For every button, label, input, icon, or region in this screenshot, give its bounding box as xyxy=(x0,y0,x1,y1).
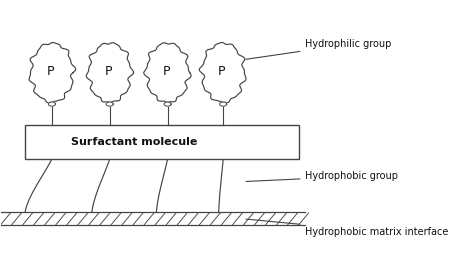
Polygon shape xyxy=(106,102,113,106)
Polygon shape xyxy=(164,102,171,106)
Polygon shape xyxy=(200,43,246,103)
Text: P: P xyxy=(47,65,55,78)
Polygon shape xyxy=(48,102,55,106)
Text: Surfactant molecule: Surfactant molecule xyxy=(72,137,198,147)
Bar xyxy=(25,125,299,158)
Text: Hydrophilic group: Hydrophilic group xyxy=(239,39,392,60)
Text: P: P xyxy=(105,65,112,78)
Polygon shape xyxy=(86,43,134,102)
Text: Hydrophobic group: Hydrophobic group xyxy=(246,172,399,181)
Polygon shape xyxy=(219,102,227,106)
Text: P: P xyxy=(218,65,226,78)
Polygon shape xyxy=(144,43,191,102)
Polygon shape xyxy=(29,43,76,103)
Text: Hydrophobic matrix interface: Hydrophobic matrix interface xyxy=(246,219,449,237)
Text: P: P xyxy=(163,65,170,78)
